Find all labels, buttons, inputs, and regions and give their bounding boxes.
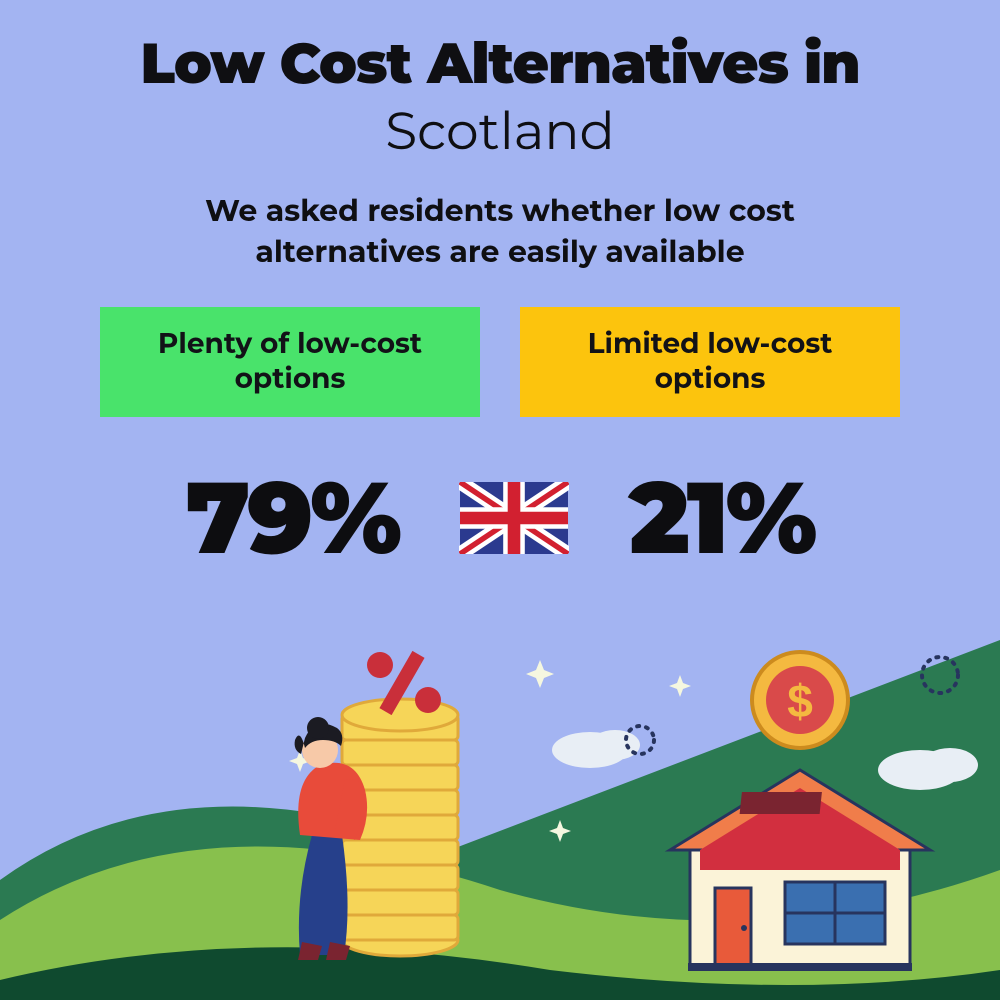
stats-row: 79% 21% [0,457,1000,579]
subtitle: We asked residents whether low cost alte… [110,191,890,272]
title-block: Low Cost Alternatives in Scotland [0,0,1000,163]
dollar-coin-icon: $ [752,652,848,748]
options-row: Plenty of low-cost options Limited low-c… [0,307,1000,417]
option-limited: Limited low-cost options [520,307,900,417]
option-plenty: Plenty of low-cost options [100,307,480,417]
infographic-canvas: Low Cost Alternatives in Scotland We ask… [0,0,1000,1000]
svg-text:$: $ [787,675,813,727]
stat-right: 21% [629,457,814,579]
uk-flag-icon [459,482,569,554]
stat-left: 79% [186,457,399,579]
savings-illustration-icon: $ [0,620,1000,1000]
title-line1: Low Cost Alternatives in [0,30,1000,98]
title-line2: Scotland [0,100,1000,163]
